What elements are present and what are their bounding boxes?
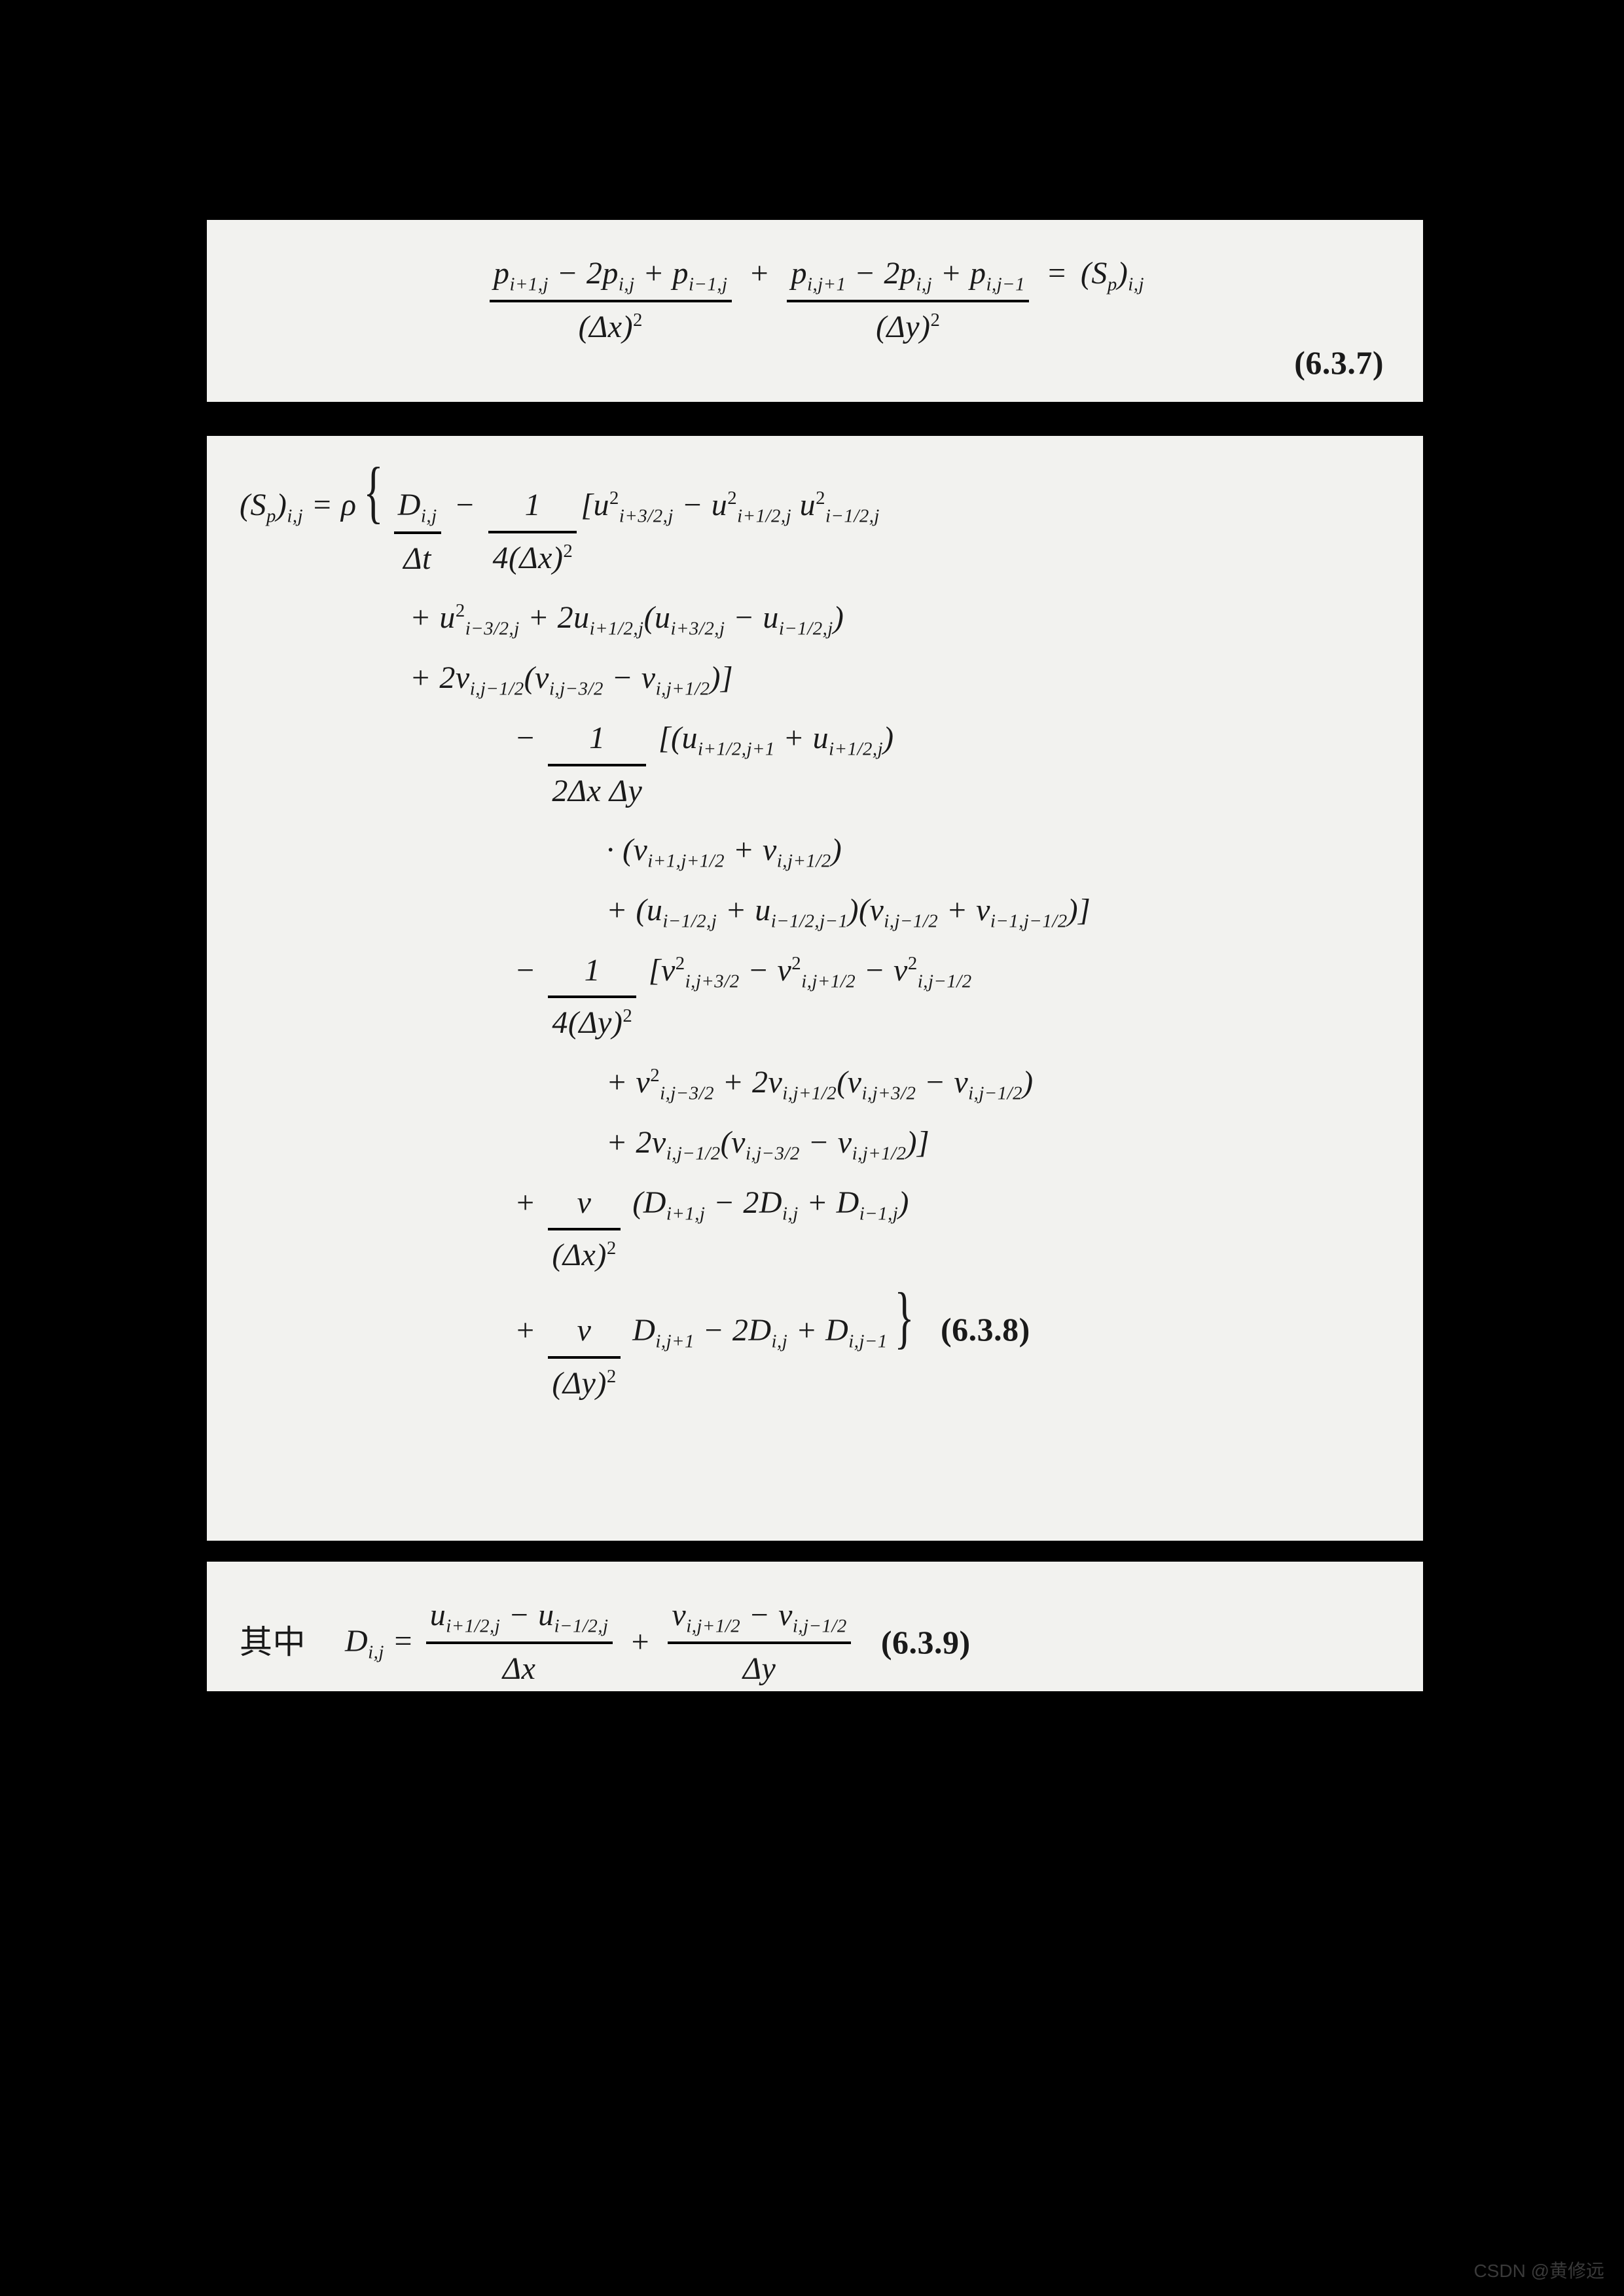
p2-line6: + (ui−1/2,j + ui−1/2,j−1)(vi,j−1/2 + vi−… bbox=[240, 886, 1390, 937]
brace-open: { bbox=[363, 465, 384, 520]
frac-1-2dxdy: 12Δx Δy bbox=[548, 713, 646, 817]
frac-nu-dy2: ν(Δy)2 bbox=[548, 1306, 620, 1409]
frac-dx: pi+1,j − 2pi,j + pi−1,j (Δx)2 bbox=[490, 249, 732, 352]
p2-line11: + ν(Δy)2 Di,j+1 − 2Di,j + Di,j−1 } (6.3.… bbox=[240, 1290, 1390, 1409]
eq-number-6-3-9: (6.3.9) bbox=[881, 1616, 971, 1668]
equals: = bbox=[1046, 249, 1068, 299]
frac-dy: pi,j+1 − 2pi,j + pi,j−1 (Δy)2 bbox=[787, 249, 1029, 352]
p2-line8: + v2i,j−3/2 + 2vi,j+1/2(vi,j+3/2 − vi,j−… bbox=[240, 1058, 1390, 1109]
frac-1-4dy2: 14(Δy)2 bbox=[548, 946, 636, 1049]
plus-p3: + bbox=[630, 1617, 651, 1668]
rhs-sp: (Sp)i,j bbox=[1081, 249, 1144, 300]
frac-dv-dy: vi,j+1/2 − vi,j−1/2 Δy bbox=[668, 1590, 850, 1694]
frac-1-4dx2: 14(Δx)2 bbox=[488, 480, 577, 584]
p2-line2: + u2i−3/2,j + 2ui+1/2,j(ui+3/2,j − ui−1/… bbox=[240, 593, 1390, 644]
frac-D-dt: Di,jΔt bbox=[394, 480, 441, 584]
plus1: + bbox=[749, 249, 770, 299]
p2-line9: + 2vi,j−1/2(vi,j−3/2 − vi,j+1/2)] bbox=[240, 1118, 1390, 1169]
p3-line: 其中 Di,j = ui+1/2,j − ui−1/2,j Δx + vi,j+… bbox=[240, 1590, 1390, 1694]
p2-line5: · (vi+1,j+1/2 + vi,j+1/2) bbox=[240, 825, 1390, 876]
prefix-cjk: 其中 bbox=[240, 1616, 306, 1668]
p2-line1: (Sp)i,j = ρ { Di,jΔt − 14(Δx)2 [u2i+3/2,… bbox=[240, 465, 1390, 584]
eq-number-6-3-8: (6.3.8) bbox=[941, 1303, 1030, 1355]
frac-du-dx: ui+1/2,j − ui−1/2,j Δx bbox=[426, 1590, 613, 1694]
page-root: pi+1,j − 2pi,j + pi−1,j (Δx)2 + pi,j+1 −… bbox=[0, 0, 1624, 2296]
eq-6-3-7-body: pi+1,j − 2pi,j + pi−1,j (Δx)2 + pi,j+1 −… bbox=[240, 249, 1390, 352]
p2-line4: − 12Δx Δy [(ui+1/2,j+1 + ui+1/2,j) bbox=[240, 713, 1390, 817]
brace-close: } bbox=[894, 1290, 914, 1345]
p2-line10: + ν(Δx)2 (Di+1,j − 2Di,j + Di−1,j) bbox=[240, 1178, 1390, 1282]
equation-panel-6-3-9: 其中 Di,j = ui+1/2,j − ui−1/2,j Δx + vi,j+… bbox=[203, 1558, 1427, 1695]
watermark-text: CSDN @黄修远 bbox=[1473, 2257, 1604, 2283]
p2-line7: − 14(Δy)2 [v2i,j+3/2 − v2i,j+1/2 − v2i,j… bbox=[240, 946, 1390, 1049]
eq-number-6-3-7: (6.3.7) bbox=[1294, 336, 1384, 389]
frac-nu-dx2: ν(Δx)2 bbox=[548, 1178, 620, 1282]
equation-panel-6-3-8: (Sp)i,j = ρ { Di,jΔt − 14(Δx)2 [u2i+3/2,… bbox=[203, 432, 1427, 1545]
p2-line3: + 2vi,j−1/2(vi,j−3/2 − vi,j+1/2)] bbox=[240, 653, 1390, 704]
equation-panel-6-3-7: pi+1,j − 2pi,j + pi−1,j (Δx)2 + pi,j+1 −… bbox=[203, 216, 1427, 406]
